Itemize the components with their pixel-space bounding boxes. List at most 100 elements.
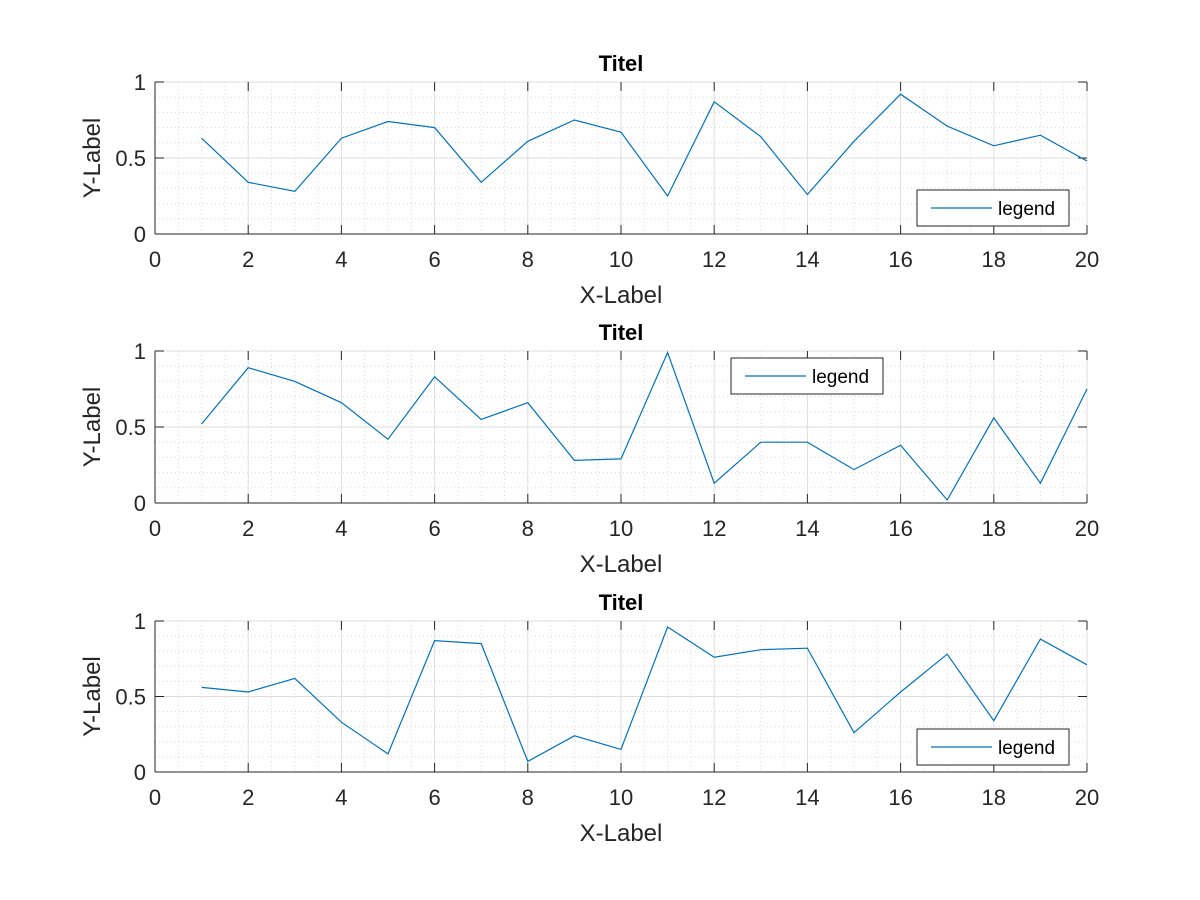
legend-label: legend: [998, 738, 1055, 759]
x-tick-label: 8: [522, 247, 534, 272]
data-point: [899, 93, 902, 96]
data-point: [992, 144, 995, 147]
data-point: [620, 131, 623, 134]
y-tick-label: 1: [134, 70, 146, 95]
data-point: [853, 468, 856, 471]
subplot-2: 0 2 4 6 8 10 12 14 16 18 20 0 0.5 1 legend Titel X-Label…: [79, 320, 1099, 578]
data-point: [620, 457, 623, 460]
data-point: [992, 719, 995, 722]
y-tick-label: 0.5: [115, 685, 146, 710]
y-tick-label: 0.5: [115, 415, 146, 440]
x-tick-label: 2: [242, 785, 254, 810]
y-tick-label: 0.5: [115, 146, 146, 171]
x-tick-label: 6: [428, 516, 440, 541]
data-point: [526, 401, 529, 404]
x-tick-label: 20: [1075, 785, 1099, 810]
x-tick-label: 14: [795, 516, 819, 541]
data-point: [946, 498, 949, 501]
data-point: [853, 140, 856, 143]
x-axis-label: X-Label: [580, 282, 663, 309]
x-tick-label: 0: [149, 785, 161, 810]
x-axis-label: X-Label: [580, 551, 663, 578]
subplot-3: 0 2 4 6 8 10 12 14 16 18 20 0 0.5 1 legend Titel X-Label…: [79, 590, 1099, 847]
data-point: [387, 752, 390, 755]
x-tick-label: 18: [982, 785, 1006, 810]
legend: legend: [916, 728, 1070, 766]
data-point: [480, 181, 483, 184]
data-point: [1039, 482, 1042, 485]
x-tick-label: 0: [149, 247, 161, 272]
x-tick-label: 6: [428, 785, 440, 810]
x-tick-label: 0: [149, 516, 161, 541]
data-point: [340, 721, 343, 724]
legend: legend: [916, 189, 1070, 227]
data-point: [759, 441, 762, 444]
x-tick-label: 18: [982, 247, 1006, 272]
x-tick-label: 4: [335, 516, 347, 541]
data-point: [433, 375, 436, 378]
data-point: [806, 193, 809, 196]
data-point: [946, 653, 949, 656]
data-point: [200, 137, 203, 140]
subplot-1: 0 2 4 6 8 10 12 14 16 18 20 0 0.5 1 legend Titel X-Label…: [79, 51, 1099, 309]
data-point: [899, 444, 902, 447]
data-point: [526, 140, 529, 143]
chart-title: Titel: [599, 590, 644, 615]
y-axis-label: Y-Label: [79, 387, 106, 468]
data-point: [573, 119, 576, 122]
x-tick-label: 10: [609, 247, 633, 272]
y-tick-label: 1: [134, 609, 146, 634]
legend: legend: [730, 357, 884, 395]
data-point: [992, 416, 995, 419]
chart-title: Titel: [599, 51, 644, 76]
x-tick-label: 18: [982, 516, 1006, 541]
data-point: [293, 677, 296, 680]
x-tick-label: 4: [335, 785, 347, 810]
data-point: [293, 190, 296, 193]
data-point: [200, 686, 203, 689]
legend-label: legend: [998, 199, 1055, 220]
data-point: [340, 137, 343, 140]
data-point: [946, 125, 949, 128]
data-point: [247, 366, 250, 369]
x-tick-label: 20: [1075, 516, 1099, 541]
data-point: [433, 639, 436, 642]
x-tick-label: 14: [795, 247, 819, 272]
y-axis-label: Y-Label: [79, 118, 106, 199]
x-tick-label: 8: [522, 516, 534, 541]
data-point: [806, 441, 809, 444]
data-point: [1086, 388, 1089, 391]
x-tick-label: 10: [609, 516, 633, 541]
x-tick-label: 16: [888, 516, 912, 541]
data-point: [1039, 134, 1042, 137]
data-point: [573, 734, 576, 737]
data-point: [387, 438, 390, 441]
series-line: [201, 350, 1088, 502]
x-tick-label: 12: [702, 785, 726, 810]
x-tick-label: 16: [888, 785, 912, 810]
x-tick-label: 2: [242, 516, 254, 541]
series-line: [201, 93, 1088, 198]
x-tick-label: 12: [702, 247, 726, 272]
data-point: [433, 126, 436, 129]
data-point: [1039, 638, 1042, 641]
data-point: [759, 648, 762, 651]
data-point: [666, 351, 669, 354]
x-tick-label: 8: [522, 785, 534, 810]
chart-title: Titel: [599, 320, 644, 345]
legend-label: legend: [812, 367, 869, 388]
data-point: [340, 401, 343, 404]
y-tick-label: 0: [134, 222, 146, 247]
series-line: [201, 626, 1088, 763]
data-point: [1086, 160, 1089, 163]
data-point: [853, 731, 856, 734]
y-tick-label: 0: [134, 760, 146, 785]
data-point: [573, 459, 576, 462]
data-point: [759, 135, 762, 138]
data-point: [713, 482, 716, 485]
data-point: [666, 626, 669, 629]
data-point: [387, 120, 390, 123]
data-point: [713, 656, 716, 659]
data-point: [200, 422, 203, 425]
y-tick-label: 0: [134, 491, 146, 516]
